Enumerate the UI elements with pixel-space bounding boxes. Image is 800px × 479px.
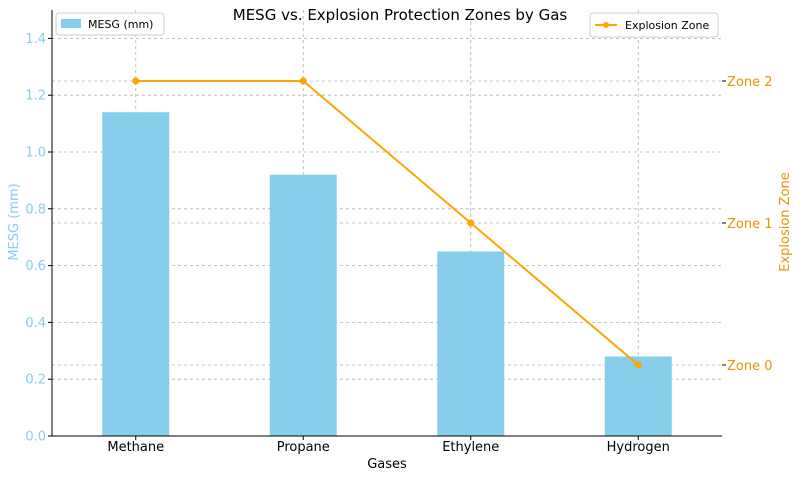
axes — [51, 10, 722, 437]
y-left-axis-label: MESG (mm) — [7, 183, 22, 260]
bar-methane — [102, 112, 170, 437]
explosion-zone-point-hydrogen — [634, 361, 642, 369]
x-tick-label: Ethylene — [442, 440, 499, 455]
legend-line-marker — [603, 22, 609, 28]
y-right-tick-label: Zone 0 — [727, 359, 773, 374]
legend-right: Explosion Zone — [589, 12, 719, 38]
bar-series — [102, 112, 672, 437]
legend-bar-swatch — [61, 19, 81, 28]
y-left-tick-label: 1.4 — [25, 32, 46, 47]
bar-ethylene — [437, 251, 505, 436]
y-right-axis-label: Explosion Zone — [778, 172, 793, 272]
explosion-zone-line — [135, 80, 639, 366]
y-left-tick-labels: 0.0 0.2 0.4 0.6 0.8 1.0 1.2 1.4 — [25, 32, 52, 445]
x-tick-labels: Methane Propane Ethylene Hydrogen — [107, 436, 670, 455]
explosion-zone-point-ethylene — [467, 219, 475, 227]
y-right-tick-label: Zone 1 — [727, 217, 773, 232]
explosion-zone-point-methane — [132, 77, 140, 85]
chart-title: MESG vs. Explosion Protection Zones by G… — [233, 6, 568, 24]
x-axis-label: Gases — [367, 457, 407, 472]
legend-bar-label: MESG (mm) — [88, 18, 153, 31]
bar-propane — [269, 174, 337, 436]
legend-left: MESG (mm) — [55, 12, 165, 36]
x-tick-label: Hydrogen — [607, 440, 670, 455]
y-left-tick-label: 0.6 — [25, 259, 46, 274]
y-left-tick-label: 0.0 — [25, 430, 46, 445]
y-left-tick-label: 1.0 — [25, 146, 46, 161]
x-tick-label: Propane — [277, 440, 330, 455]
y-right-tick-labels: Zone 0 Zone 1 Zone 2 — [722, 75, 773, 374]
x-tick-label: Methane — [107, 440, 164, 455]
legend-left-frame — [55, 12, 165, 36]
line-series — [132, 77, 642, 369]
explosion-zone-point-propane — [299, 77, 307, 85]
legend-right-frame — [589, 12, 719, 38]
bar-hydrogen — [604, 356, 672, 436]
y-right-tick-label: Zone 2 — [727, 75, 773, 90]
y-left-tick-label: 0.8 — [25, 202, 46, 217]
y-left-tick-label: 0.2 — [25, 373, 46, 388]
y-left-tick-label: 1.2 — [25, 89, 46, 104]
y-left-tick-label: 0.4 — [25, 316, 46, 331]
legend-line-label: Explosion Zone — [625, 19, 709, 32]
